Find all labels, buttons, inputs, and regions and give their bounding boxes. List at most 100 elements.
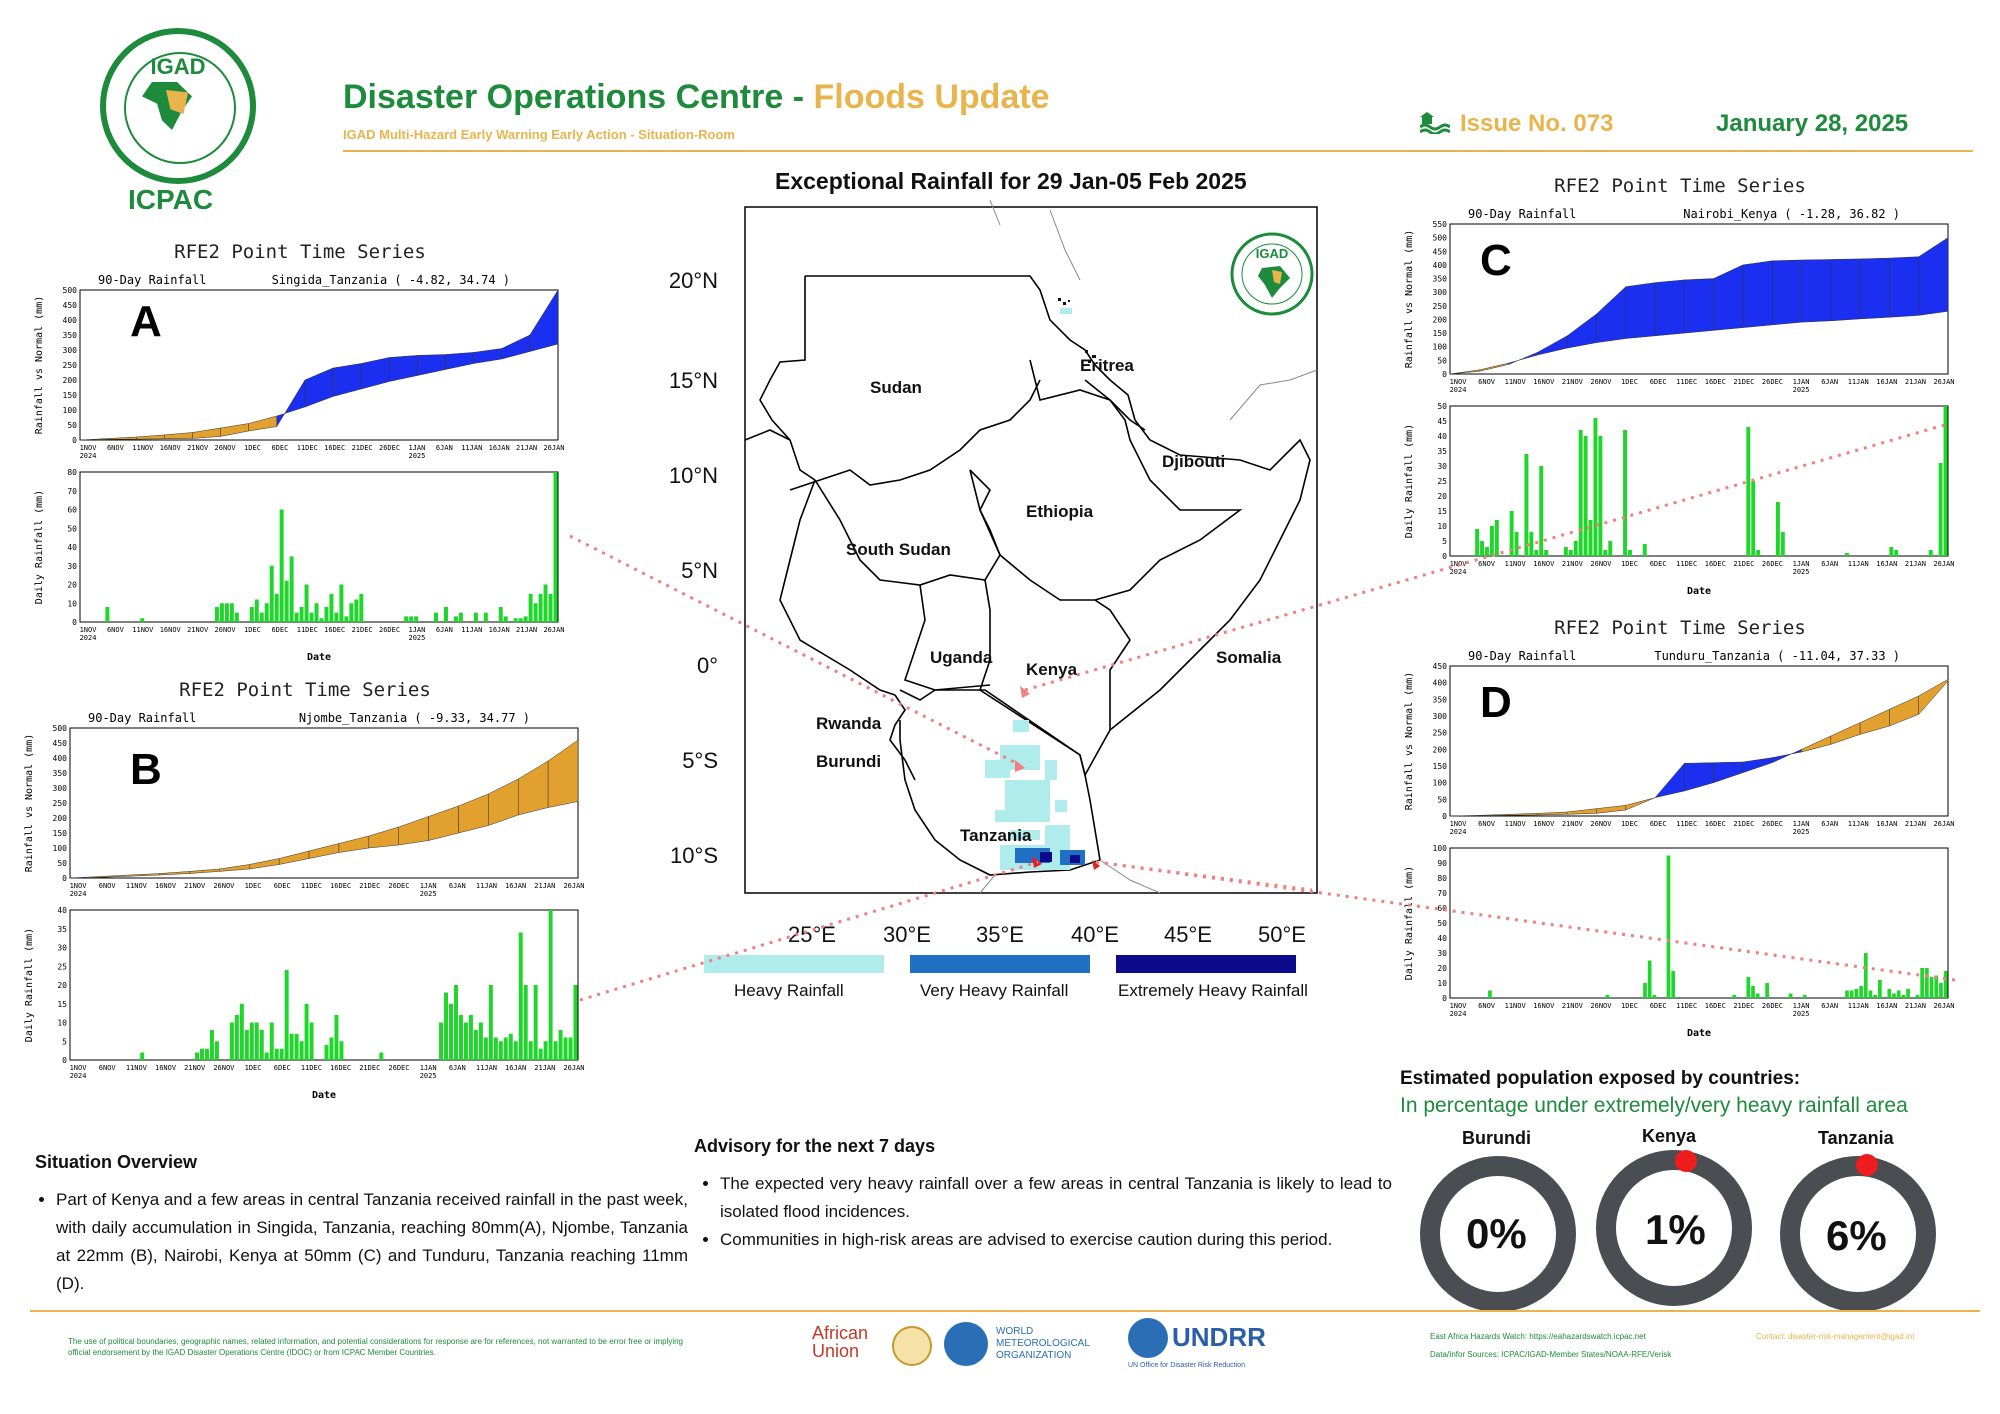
ts-bar: [518, 932, 523, 1060]
ts-bar: [513, 1041, 518, 1060]
ts-bar: [1938, 463, 1943, 556]
ts-bar: [254, 1022, 259, 1060]
country-label-sudan: Sudan: [870, 378, 922, 397]
ts-location: Singida_Tanzania ( -4.82, 34.74 ): [272, 273, 510, 287]
ts-xtick: 11DEC: [301, 1064, 322, 1072]
ts-xtick: 16DEC: [1705, 1002, 1726, 1010]
timeseries-panel-b: RFE2 Point Time Series 90-Day Rainfall Njo…: [20, 674, 590, 1114]
ts-ytick: 150: [53, 829, 68, 838]
ts-xtick: 1NOV: [80, 626, 98, 634]
ts-bar: [239, 1003, 244, 1060]
ts-bar: [1878, 980, 1882, 998]
ts-bar: [1509, 511, 1514, 556]
ts-ytick: 250: [53, 799, 68, 808]
ts-bar: [354, 599, 359, 622]
ts-bar: [1603, 550, 1608, 556]
ts-xtick: 1NOV: [80, 444, 98, 452]
ts-bar: [1765, 983, 1769, 998]
situation-list: Part of Kenya and a few areas in central…: [30, 1186, 688, 1298]
ts-bar: [1529, 532, 1534, 556]
ts-xtick: 21DEC: [1733, 378, 1754, 386]
ts-xtick: 26NOV: [215, 626, 237, 634]
ts-bar: [1608, 541, 1613, 556]
ts-bar: [1489, 526, 1494, 556]
ts-ytick: 5: [62, 1037, 67, 1046]
ts-title: RFE2 Point Time Series: [1554, 175, 1806, 197]
ts-xtick: 1JAN: [420, 882, 437, 890]
ts-ytick: 10: [1437, 522, 1447, 531]
ts-xtick: 11JAN: [476, 882, 497, 890]
ts-ytick: 0: [62, 1056, 67, 1065]
ts-bar: [508, 1033, 513, 1060]
ts-subtitle: 90-Day Rainfall: [1468, 207, 1576, 221]
ts-ytick: 0: [1442, 812, 1447, 821]
ts-bar: [1780, 532, 1785, 556]
ts-bar: [140, 1052, 145, 1060]
ts-ytick: 45: [1437, 417, 1447, 426]
ts-bar: [1485, 547, 1489, 556]
country-label-somalia: Somalia: [1216, 648, 1282, 667]
ts-bar: [563, 1037, 568, 1060]
donut-value-burundi: 0%: [1466, 1210, 1527, 1257]
ts-bar: [1929, 977, 1934, 998]
ts-bar: [284, 580, 289, 622]
country-label-south-sudan: South Sudan: [846, 540, 951, 559]
ts-bar: [1494, 520, 1499, 556]
ts-ytick: 0: [1442, 370, 1447, 379]
footer-divider: [30, 1310, 1980, 1312]
ts-subtitle: 90-Day Rainfall: [88, 711, 196, 725]
timeseries-panel-d: RFE2 Point Time Series 90-Day Rainfall Tun…: [1400, 612, 1960, 1052]
ts-xtick: 11DEC: [297, 444, 318, 452]
ts-ytick: 10: [1437, 979, 1447, 988]
ts-area-segment: [1625, 282, 1656, 339]
ts-location: Tunduru_Tanzania ( -11.04, 37.33 ): [1654, 649, 1900, 663]
ts-xtick: 2024: [80, 634, 97, 642]
ts-ytick: 90: [1437, 859, 1447, 868]
ts-xtick: 11NOV: [1505, 560, 1527, 568]
ts-xtick: 6JAN: [436, 626, 453, 634]
ts-xtick: 21NOV: [1562, 1002, 1584, 1010]
ts-xtick: 6JAN: [449, 882, 466, 890]
disclaimer: The use of political boundaries, geograp…: [68, 1337, 684, 1357]
ts-xtick: 2025: [1793, 386, 1810, 394]
ts-xtick: 1JAN: [1793, 378, 1810, 386]
ts-bar: [1514, 532, 1519, 556]
ts-bar: [1802, 995, 1807, 998]
hazards-watch-link[interactable]: East Africa Hazards Watch: https://eahaz…: [1430, 1332, 1646, 1341]
igad-logo: IGAD: [100, 28, 256, 184]
ts-ytick: 30: [1437, 462, 1447, 471]
ts-xtick: 1DEC: [1621, 820, 1638, 828]
ts-area-segment: [529, 289, 559, 352]
ts-xtick: 6JAN: [449, 1064, 466, 1072]
ts-xtick: 2024: [1450, 828, 1467, 836]
ts-xtick: 6NOV: [1478, 820, 1496, 828]
ts-xtick: 21JAN: [516, 444, 537, 452]
ts-area-segment: [1859, 257, 1890, 320]
ts-xtick: 26DEC: [1762, 378, 1783, 386]
advisory-item: Communities in high-risk areas are advis…: [720, 1226, 1392, 1254]
ts-bar: [264, 1052, 269, 1060]
ts-bar: [1892, 993, 1896, 998]
ts-bar: [1573, 541, 1578, 556]
ts-ytick: 550: [1433, 220, 1448, 229]
ts-xtick: 16JAN: [489, 444, 510, 452]
ts-xtick: 21DEC: [1733, 560, 1754, 568]
ts-ytick: 300: [53, 784, 68, 793]
issue-number: Issue No. 073: [1460, 110, 1614, 137]
page-title: Disaster Operations Centre - Floods Upda…: [343, 78, 1050, 116]
igad-logo-text: IGAD: [150, 54, 206, 79]
ts-bar: [503, 1037, 508, 1060]
ts-xtick: 16NOV: [1533, 378, 1555, 386]
lon-label: 30°E: [883, 922, 931, 947]
ts-xtick: 2024: [1450, 1010, 1467, 1018]
contact-link[interactable]: Contact: disaster-risk-management@igad.i…: [1756, 1332, 1915, 1341]
ts-bar: [1647, 960, 1652, 998]
ts-bar: [1643, 983, 1647, 998]
ts-ytick: 450: [53, 739, 68, 748]
ts-xtick: 11NOV: [126, 882, 148, 890]
rainfall-map: IGAD 20°N 15°N 10°N 5°N 0° 5°S 10°S 25°E…: [669, 200, 1318, 947]
ts-xtick: 21DEC: [1733, 820, 1754, 828]
ts-xtick: 1JAN: [409, 626, 426, 634]
ts-bar: [458, 1015, 463, 1060]
ts-bar: [234, 1015, 239, 1060]
